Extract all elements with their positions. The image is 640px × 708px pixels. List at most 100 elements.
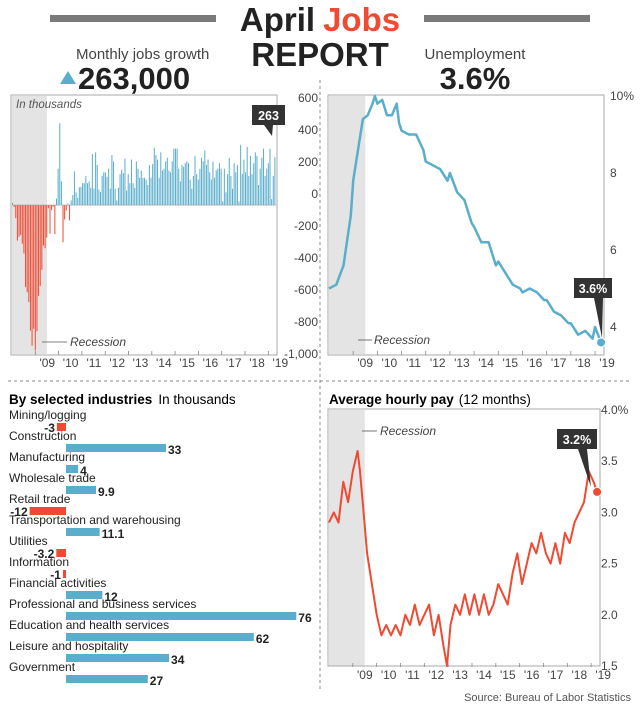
industry-value-4: -12 [10,505,28,519]
industry-label-3: Wholesale trade [9,471,96,485]
pay-title: Average hourly pay (12 months) [329,392,531,407]
unemp-callout-box [574,278,612,298]
industry-value-10: 62 [256,632,270,646]
pay-right-tick-1: 3.5 [601,454,618,468]
unemployment-label: Unemployment [425,46,527,63]
jobs-bar-119 [205,165,207,206]
jobs-bar-57 [104,172,106,206]
jobs-bar-142 [243,159,245,206]
pay-x-axis: '09 '10 '11 '12 '13 '14 '15 '16 '17 '18 '19 [352,663,611,682]
jobs-bar-65 [117,187,119,206]
header: April Jobs REPORT Monthly jobs growth 263… [50,1,590,96]
jobs-bar-70 [126,190,128,206]
jobs-bar-54 [100,191,102,206]
unemp-left-axis: 600 400 200 0 -200 -400 -600 -800 -1,000 [284,91,318,361]
jobs-bar-68 [122,173,124,206]
jobs-bar-155 [264,175,266,206]
jobs-bar-161 [274,157,276,206]
jobs-xtick-label-2015: '15 [179,356,195,370]
industry-bar-9 [66,612,297,620]
jobs-bar-50 [93,188,95,206]
jobs-bar-10 [28,205,30,302]
jobs-xtick-label-2019: '19 [272,356,288,370]
jobs-bar-38 [73,171,75,206]
industry-value-12: 27 [150,674,164,688]
jobs-bar-114 [197,179,199,206]
jobs-bar-48 [90,187,92,206]
pay-xtick-label-2014: '14 [476,668,492,682]
unemp-xtick-label-2018: '18 [575,356,591,370]
pay-xtick-label-2016: '16 [524,668,540,682]
industry-value-0: -3 [44,421,55,435]
jobs-bar-3 [16,205,18,241]
jobs-bar-19 [42,205,44,246]
jobs-xtick-label-2017: '17 [226,356,242,370]
jobs-bar-151 [258,185,260,206]
pay-callout-text: 3.2% [563,433,592,447]
pay-callout-box [557,429,597,449]
jobs-bar-64 [116,200,118,206]
jobs-bar-139 [238,201,240,206]
jobs-bar-137 [235,172,237,206]
pay-recession-band [329,410,365,666]
jobs-growth-label: Monthly jobs growth [76,46,209,63]
jobs-growth-value: 263,000 [78,61,190,96]
jobs-bar-34 [67,203,69,206]
jobs-bar-158 [269,148,271,206]
jobs-bar-106 [184,163,186,206]
industry-bar-3 [66,486,96,494]
jobs-bar-81 [144,177,146,206]
jobs-x-axis: '09 '10 '11 '12 '13 '14 '15 '16 '17 '18 '19 [34,351,288,370]
jobs-bar-96 [168,170,170,206]
jobs-bar-26 [54,205,56,235]
jobs-bar-121 [209,172,211,206]
jobs-bar-93 [163,168,165,206]
title-line1: April Jobs [240,1,400,38]
unemp-right-axis: 10% 8 6 4 [610,89,634,334]
jobs-xtick-label-2013: '13 [133,356,149,370]
unemp-xtick-label-2010: '10 [382,356,398,370]
jobs-bar-90 [158,177,160,206]
jobs-bar-92 [161,170,163,206]
jobs-bar-131 [225,192,227,206]
jobs-bar-56 [103,172,105,206]
jobs-bar-91 [160,152,162,206]
jobs-bar-123 [212,161,214,206]
jobs-bar-61 [111,155,113,206]
pay-chart: Average hourly pay (12 months) 4.0% 3.5 3.0… [327,392,629,682]
pay-xtick-label-2015: '15 [500,668,516,682]
jobs-bar-39 [75,192,77,206]
jobs-bar-104 [181,165,183,206]
industry-bar-11 [66,654,170,662]
industry-bar-7 [62,570,66,578]
jobs-bar-86 [152,164,154,206]
header-rule-left [50,15,216,22]
unemp-left-tick-3: 0 [311,187,318,201]
industry-label-8: Financial activities [9,576,106,590]
jobs-bar-12 [31,205,33,346]
industry-label-6: Utilities [9,534,48,548]
jobs-bar-1 [13,205,15,207]
jobs-bar-53 [98,189,100,206]
jobs-bar-95 [166,157,168,206]
jobs-bar-15 [36,205,38,332]
jobs-bar-22 [47,205,49,209]
jobs-bar-154 [262,148,264,206]
jobs-bar-28 [57,168,59,206]
industry-value-9: 76 [298,611,312,625]
industry-bar-4 [29,507,66,515]
jobs-bar-35 [69,205,71,221]
jobs-bar-97 [170,172,172,206]
jobs-bar-72 [129,183,131,206]
pay-xtick-label-2010: '10 [381,668,397,682]
jobs-bar-52 [96,165,98,206]
jobs-bar-32 [64,205,66,220]
jobs-bar-60 [109,188,111,206]
jobs-bar-47 [88,181,90,206]
unemp-xtick-label-2017: '17 [551,356,567,370]
unemp-callout: 3.6% [574,278,612,338]
up-arrow-icon [60,71,76,84]
industry-label-0: Mining/logging [9,408,86,422]
pay-xtick-label-2009: '09 [357,668,373,682]
jobs-bar-75 [134,187,136,206]
